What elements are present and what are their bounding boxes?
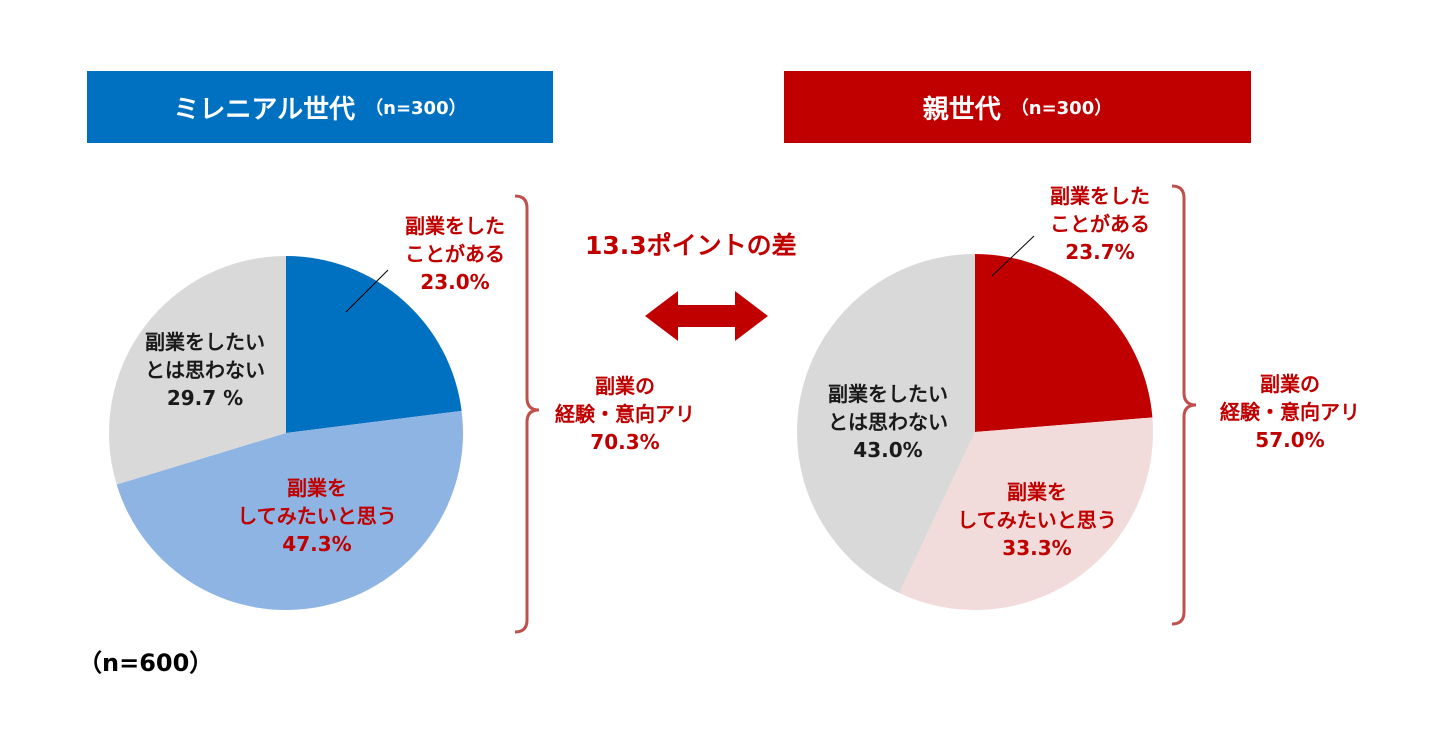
parent-header: 親世代 （n=300） [784, 71, 1251, 143]
millennial-bracket-label: 副業の 経験・意向アリ 70.3% [555, 374, 695, 454]
millennial-pie [108, 256, 463, 610]
parent-header-n: （n=300） [1010, 98, 1113, 119]
millennial-slice-label-not-interested: 副業をしたい とは思わない 29.7 % [145, 330, 265, 410]
millennial-header-title: ミレニアル世代 [173, 94, 356, 125]
millennial-slice-label-want-to-try: 副業を してみたいと思う 47.3% [237, 476, 397, 556]
parent-pie-slice-0 [975, 253, 1153, 432]
parent-slice-label-experienced: 副業をした ことがある 23.7% [1050, 184, 1150, 264]
parent-leader-line [991, 235, 1035, 277]
parent-pie-slice-2 [796, 254, 975, 594]
parent-bracket [1171, 184, 1197, 626]
parent-pie-slice-1 [899, 417, 1154, 611]
millennial-pie-slice-2 [108, 256, 286, 485]
millennial-header-n: （n=300） [365, 98, 467, 119]
millennial-leader-line [345, 269, 389, 313]
parent-bracket-label: 副業の 経験・意向アリ 57.0% [1220, 372, 1360, 452]
millennial-pie-slice-1 [116, 410, 463, 610]
parent-slice-label-not-interested: 副業をしたい とは思わない 43.0% [828, 382, 948, 462]
millennial-slice-label-experienced: 副業をした ことがある 23.0% [405, 214, 505, 294]
millennial-bracket [514, 194, 540, 634]
parent-header-title: 親世代 [922, 94, 1001, 125]
millennial-header: ミレニアル世代 （n=300） [87, 71, 553, 143]
millennial-pie-slice-0 [286, 256, 462, 433]
difference-label: 13.3ポイントの差 [585, 231, 797, 260]
double-arrow-icon [645, 291, 768, 341]
parent-pie [796, 253, 1154, 611]
total-sample-note: （n=600） [78, 649, 214, 677]
parent-slice-label-want-to-try: 副業を してみたいと思う 33.3% [957, 480, 1117, 560]
